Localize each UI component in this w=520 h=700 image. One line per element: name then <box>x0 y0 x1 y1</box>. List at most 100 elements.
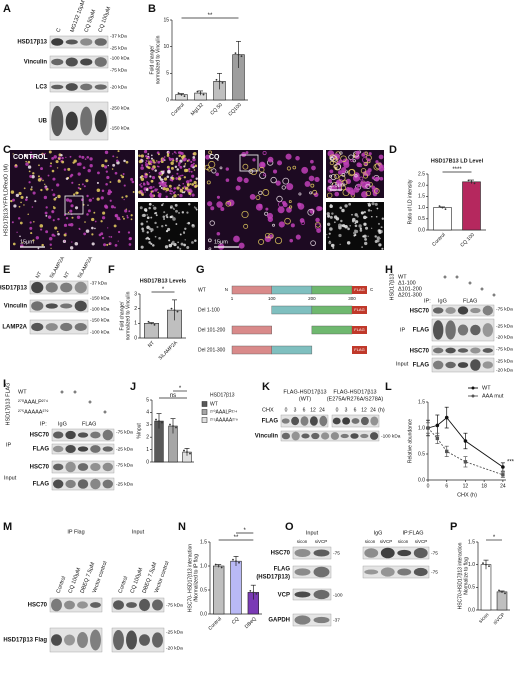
lipid-droplet <box>326 233 328 236</box>
lipid-droplet <box>338 233 342 238</box>
lipid-droplet <box>233 235 240 243</box>
lane-label: 24 <box>319 407 325 413</box>
blot-band <box>45 303 58 309</box>
data-point <box>176 310 179 313</box>
lipid-droplet <box>171 174 174 177</box>
lipid-droplet <box>69 222 74 227</box>
lipid-droplet <box>329 169 334 174</box>
significance-label: * <box>243 528 246 534</box>
annotation: IgG <box>438 298 447 304</box>
lipid-droplet <box>184 163 186 165</box>
data-point <box>240 55 243 58</box>
blot-band <box>340 433 349 439</box>
lipid-droplet <box>131 180 135 184</box>
lipid-droplet <box>154 169 157 172</box>
x-tick-label: siVCP <box>492 612 507 627</box>
blot-band <box>77 446 89 452</box>
annotation: Input <box>306 530 319 536</box>
lipid-droplet <box>171 193 173 195</box>
y-tick-label: 3 <box>134 291 137 297</box>
lipid-droplet <box>191 183 195 186</box>
y-tick-label: 1 <box>146 447 149 453</box>
lipid-droplet <box>123 198 125 201</box>
blot-band <box>31 301 44 311</box>
lipid-droplet <box>367 235 369 237</box>
lipid-droplet <box>375 215 378 218</box>
lipid-droplet <box>353 234 356 237</box>
lipid-droplet <box>171 196 174 198</box>
lipid-droplet <box>333 215 338 219</box>
lipid-droplet <box>351 213 353 216</box>
lipid-droplet <box>176 172 179 175</box>
lipid-droplet <box>53 197 57 201</box>
lipid-droplet <box>72 161 75 164</box>
lipid-droplet <box>186 222 189 225</box>
lipid-droplet <box>114 244 118 247</box>
blot-band <box>294 591 311 598</box>
data-point <box>180 93 183 96</box>
data-point <box>252 591 255 594</box>
lipid-droplet <box>192 162 195 165</box>
lipid-droplet <box>144 161 147 164</box>
lipid-droplet <box>76 162 80 166</box>
lipid-droplet <box>156 160 158 162</box>
point <box>463 460 468 464</box>
lipid-droplet <box>354 222 357 225</box>
lipid-droplet <box>127 231 131 234</box>
lipid-droplet <box>132 191 135 193</box>
lipid-droplet <box>128 243 132 246</box>
blot-band <box>457 348 469 353</box>
lipid-droplet <box>145 188 149 192</box>
domain <box>271 345 313 355</box>
lipid-droplet <box>163 156 166 158</box>
lipid-droplet <box>349 190 356 196</box>
blot-band <box>64 600 75 610</box>
x-tick-label: NT <box>147 340 156 349</box>
y-tick-label: 1.0 <box>200 563 207 569</box>
lipid-droplet <box>339 206 343 210</box>
size-marker: -75 kDa <box>116 462 133 468</box>
blot-band <box>294 549 311 557</box>
lipid-droplet <box>380 226 383 229</box>
blot-band <box>351 418 360 424</box>
lipid-droplet <box>51 210 55 214</box>
size-marker: -100 kDa <box>90 306 110 312</box>
lipid-droplet <box>65 177 69 180</box>
lipid-droplet <box>52 219 55 222</box>
lipid-droplet <box>43 195 48 200</box>
lane-label: SiLAMP2A <box>77 255 95 280</box>
lipid-droplet <box>65 232 67 235</box>
lipid-droplet <box>183 176 187 179</box>
lipid-droplet <box>195 177 198 181</box>
blot-band <box>31 322 44 332</box>
blot-band <box>94 57 107 67</box>
blot-band <box>65 479 76 489</box>
annotation: Δ101-200 <box>398 286 422 292</box>
lipid-droplet <box>45 230 49 234</box>
lipid-droplet <box>108 243 111 245</box>
lipid-droplet <box>92 197 94 200</box>
x-tick-label: Control <box>431 232 447 248</box>
lipid-droplet <box>49 243 52 246</box>
panel-letter: B <box>148 3 156 15</box>
lipid-droplet <box>346 241 351 245</box>
lane-label: NT <box>63 271 72 280</box>
lipid-droplet <box>371 176 375 180</box>
lipid-droplet <box>332 246 335 249</box>
blot-band <box>457 306 469 315</box>
lipid-droplet <box>376 207 379 210</box>
lipid-droplet <box>140 222 144 226</box>
lipid-droplet <box>314 223 322 230</box>
lipid-droplet <box>183 231 186 234</box>
data-point <box>501 590 503 593</box>
lipid-droplet <box>363 210 366 214</box>
data-point <box>147 320 150 323</box>
lipid-droplet <box>179 193 183 198</box>
lipid-droplet <box>25 162 29 166</box>
size-marker: -25 kDa <box>496 358 513 364</box>
blot-band <box>74 281 87 294</box>
lipid-droplet <box>87 209 91 213</box>
domain <box>231 285 272 295</box>
data-point <box>158 420 160 422</box>
